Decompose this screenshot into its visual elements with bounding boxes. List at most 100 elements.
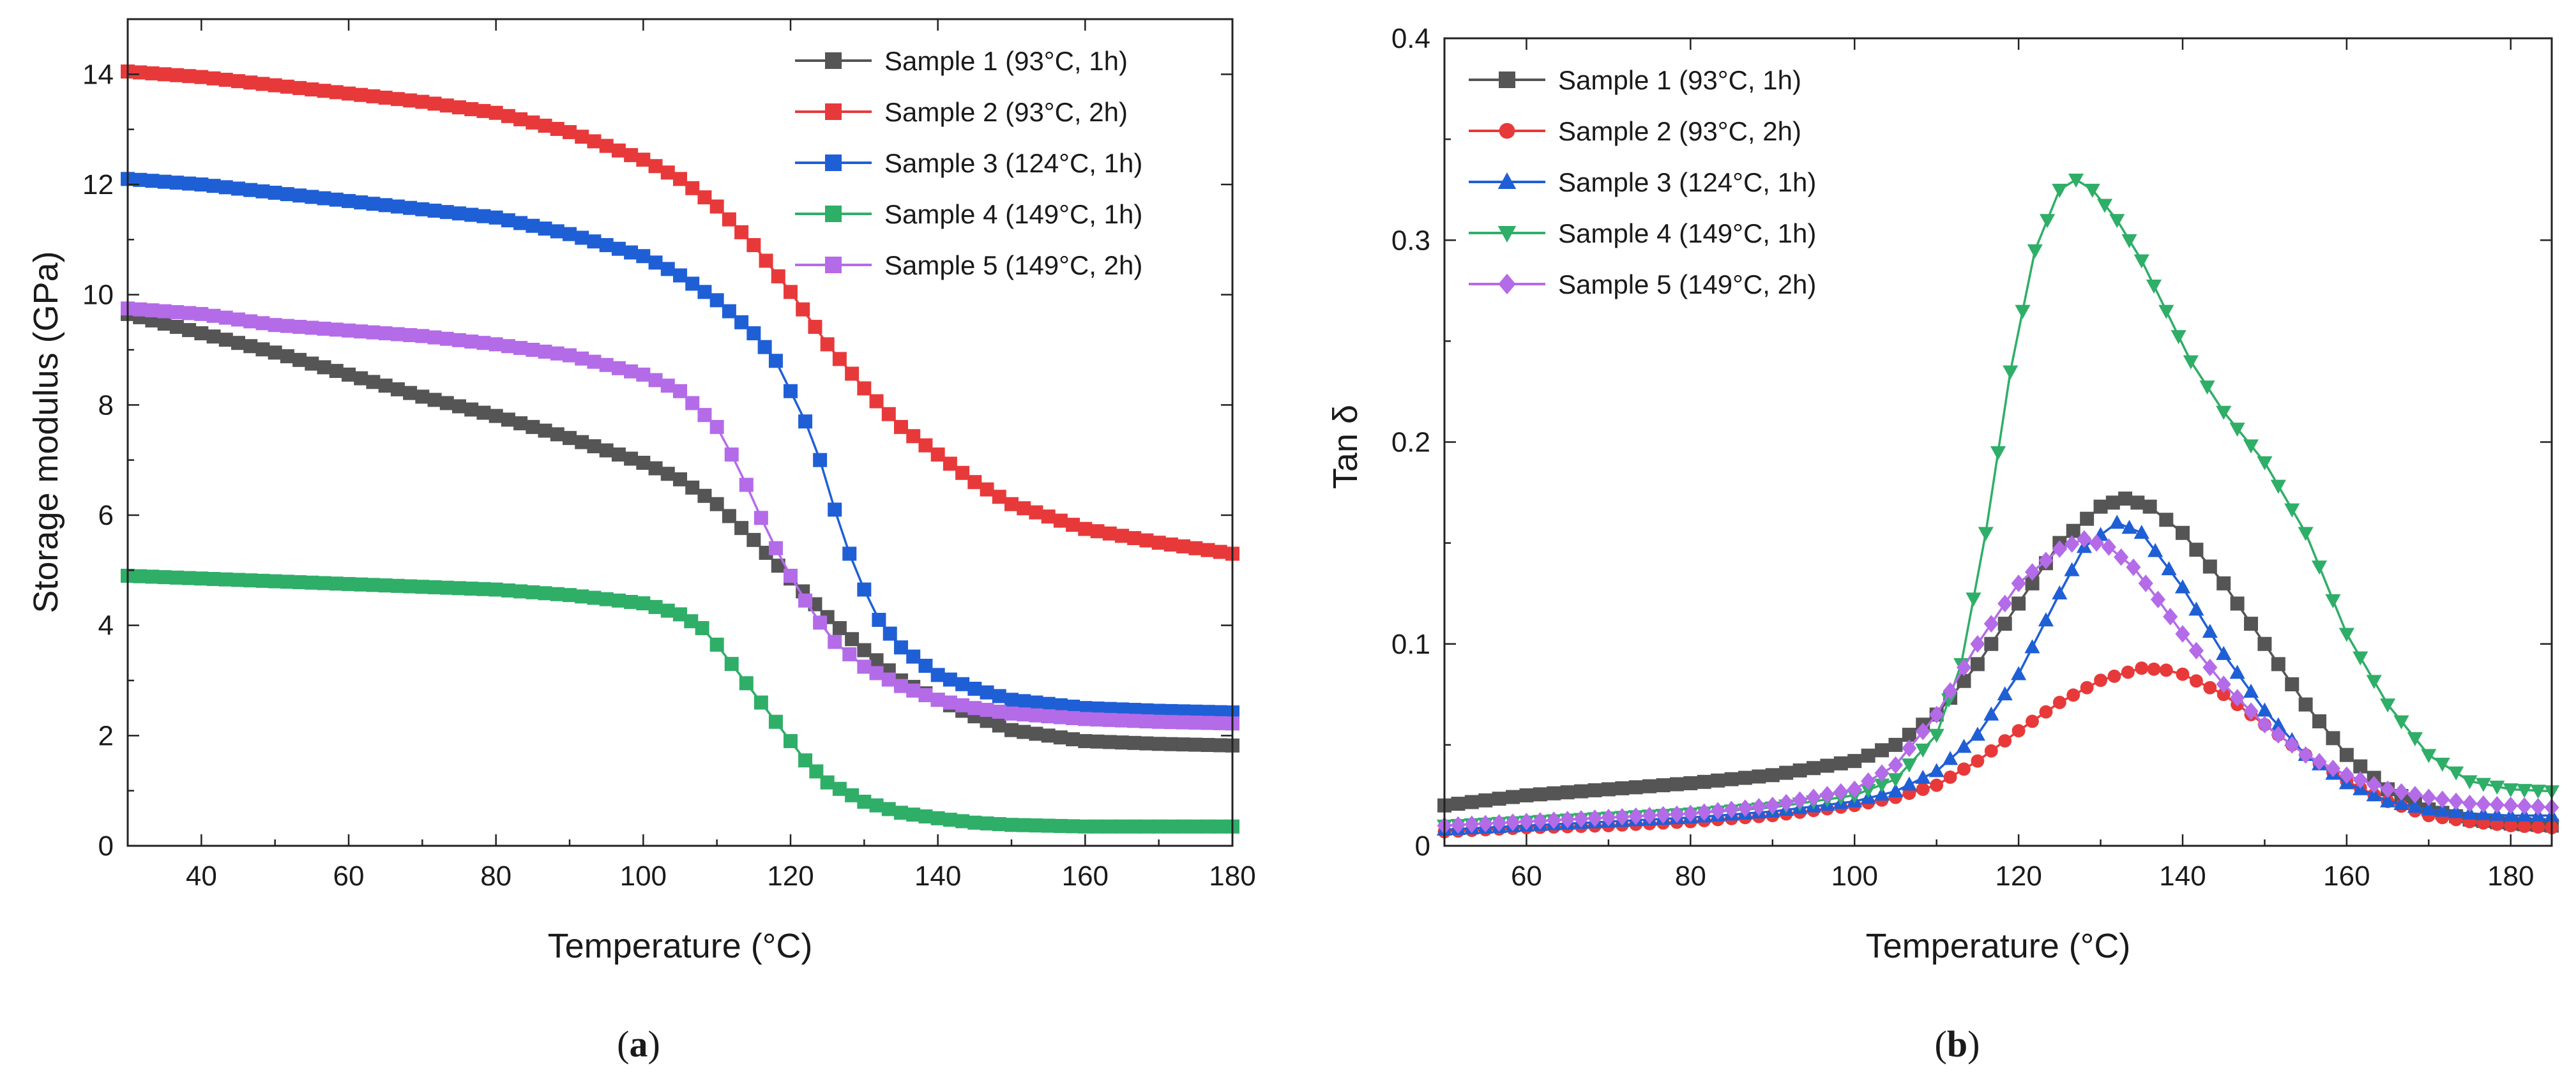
- panel-b-series-sample-1-93-c-1h-point: [1861, 748, 1875, 763]
- panel-b-series-sample-2-93-c-2h-point: [2135, 661, 2149, 675]
- panel-a-series-sample-3-124-c-1h-point: [157, 174, 172, 189]
- panel-b-series-sample-5-149-c-2h-point: [1601, 808, 1616, 827]
- panel-b-series-sample-1-93-c-1h-point: [2326, 731, 2340, 746]
- panel-a-series-sample-2-93-c-2h-point: [255, 77, 270, 91]
- panel-a-series-sample-2-93-c-2h-point: [1041, 509, 1056, 524]
- panel-b-series-sample-3-124-c-1h-point: [2202, 624, 2218, 638]
- panel-a-series-sample-2-93-c-2h-point: [464, 102, 479, 117]
- panel-b-series-sample-5-149-c-2h-point: [1915, 723, 1930, 740]
- panel-a-series-sample-4-149-c-1h-point: [218, 572, 233, 587]
- panel-b-series-sample-4-149-c-1h-point: [2121, 234, 2137, 248]
- panel-a-series-sample-5-149-c-2h-point: [906, 683, 921, 698]
- panel-a-x-tick-label: 40: [186, 860, 217, 892]
- panel-b-series-sample-4-149-c-1h-point: [2109, 214, 2125, 229]
- panel-b-series-sample-2-93-c-2h-point: [2066, 688, 2080, 702]
- panel-a-series-sample-5-149-c-2h-point: [329, 322, 344, 337]
- panel-b-series-sample-5-149-c-2h-point: [1505, 813, 1520, 831]
- panel-b-series-sample-4-149-c-1h-point: [2434, 758, 2450, 772]
- panel-a-series-sample-1-93-c-1h-point: [550, 427, 564, 442]
- panel-a-y-tick-label: 4: [98, 610, 114, 642]
- panel-b-series-sample-1-93-c-1h-point: [1997, 617, 2012, 631]
- panel-a-series-sample-1-93-c-1h-point: [513, 416, 528, 431]
- panel-a-series-sample-4-149-c-1h-point: [157, 570, 172, 585]
- panel-b-series-sample-1-93-c-1h-point: [2189, 543, 2204, 557]
- panel-a-series-sample-3-124-c-1h-point: [1029, 695, 1043, 710]
- panel-a-series-sample-5-149-c-2h-point: [813, 615, 828, 630]
- panel-b-series-sample-3-124-c-1h-point: [2148, 543, 2163, 557]
- panel-a-series-sample-3-124-c-1h-point: [813, 453, 828, 467]
- panel-a-series-sample-5-149-c-2h-point: [354, 324, 368, 339]
- panel-a-y-tick-label: 12: [82, 169, 114, 200]
- panel-a-series-sample-1-93-c-1h-point: [329, 364, 344, 379]
- panel-b-series-sample-5-149-c-2h-point: [1847, 780, 1862, 799]
- panel-b-series-sample-3-124-c-1h-point: [2257, 702, 2273, 717]
- panel-b-y-tick-label: 0.2: [1391, 427, 1430, 458]
- panel-a-series-sample-2-93-c-2h-point: [808, 320, 822, 334]
- panel-a-series-sample-5-149-c-2h-point: [1188, 716, 1203, 730]
- panel-a-series-sample-3-124-c-1h-point: [798, 414, 813, 429]
- panel-b-series-sample-4-149-c-1h-point: [1928, 728, 1944, 743]
- panel-b-series-sample-5-149-c-2h-point: [1519, 813, 1534, 830]
- panel-b-series-sample-5-149-c-2h-point: [2024, 563, 2040, 581]
- panel-a-series-sample-5-149-c-2h-point: [943, 695, 957, 710]
- panel-a-series-sample-2-93-c-2h-point: [967, 475, 982, 490]
- panel-b-x-tick-label: 100: [1831, 860, 1878, 892]
- panel-a-series-sample-4-149-c-1h-point: [1090, 819, 1105, 834]
- panel-a-series-sample-3-124-c-1h-point: [133, 172, 148, 187]
- panel-a-x-axis-title: Temperature (°C): [548, 927, 813, 965]
- panel-a-series-sample-1-93-c-1h-point: [709, 497, 724, 511]
- panel-a-series-sample-4-149-c-1h-point: [452, 581, 466, 596]
- panel-a-series-sample-2-93-c-2h-point: [660, 165, 675, 180]
- panel-b-series-sample-4-149-c-1h-point: [2096, 199, 2113, 213]
- panel-a-series-sample-5-149-c-2h-point: [501, 339, 515, 354]
- panel-b-series-sample-3-124-c-1h-point: [2174, 579, 2191, 594]
- panel-b-series-sample-4-149-c-1h-point: [2407, 732, 2423, 746]
- panel-a-series-sample-3-124-c-1h-point: [894, 640, 908, 655]
- panel-b-legend-marker: [1499, 123, 1515, 139]
- panel-a-series-sample-2-93-c-2h-point: [1139, 533, 1154, 548]
- panel-a-series-sample-4-149-c-1h-point: [906, 808, 921, 822]
- panel-a-series-sample-4-149-c-1h: [121, 568, 1239, 834]
- panel-b-x-axis-title: Temperature (°C): [1866, 927, 2131, 965]
- panel-a-series-sample-5-149-c-2h-point: [611, 361, 626, 375]
- panel-a-series-sample-2-93-c-2h-point: [1163, 537, 1178, 552]
- panel-a-series-sample-4-149-c-1h-point: [489, 582, 503, 597]
- panel-b-series-sample-5-149-c-2h-point: [1806, 788, 1821, 806]
- panel-a-series-sample-1-93-c-1h-point: [157, 316, 172, 331]
- panel-a-series-sample-5-149-c-2h-point: [798, 593, 813, 608]
- panel-a-legend-item: Sample 1 (93°C, 1h): [795, 46, 1128, 76]
- panel-b-series-sample-3-124-c-1h-point: [1901, 776, 1917, 791]
- panel-a-series-sample-3-124-c-1h-point: [599, 237, 614, 252]
- panel-b-series-sample-1-93-c-1h-point: [1833, 756, 1848, 770]
- panel-b-series-sample-1-93-c-1h-point: [1547, 786, 1561, 800]
- panel-a-series-sample-2-93-c-2h-point: [722, 212, 736, 227]
- panel-b-series-sample-1-93-c-1h-point: [2066, 523, 2080, 538]
- panel-a-series-sample-3-124-c-1h-point: [784, 384, 798, 398]
- panel-a-series-sample-4-149-c-1h-point: [403, 579, 418, 594]
- panel-b-series-sample-5-149-c-2h-point: [1888, 756, 1903, 774]
- panel-b-legend-label: Sample 3 (124°C, 1h): [1558, 167, 1816, 197]
- panel-a-series-sample-5-149-c-2h-point: [636, 367, 651, 382]
- panel-a-series-sample-1-93-c-1h-point: [415, 389, 430, 404]
- panel-a-series-sample-5-149-c-2h-point: [526, 343, 540, 357]
- panel-a-series-sample-4-149-c-1h-point: [980, 816, 994, 830]
- panel-a-series-sample-5-149-c-2h-point: [754, 511, 768, 525]
- panel-b-series-sample-3-124-c-1h-point: [2064, 562, 2080, 576]
- panel-a-series-sample-3-124-c-1h-point: [439, 205, 454, 220]
- panel-b-series-sample-2-93-c-2h-point: [2216, 688, 2231, 702]
- panel-a-series-sample-4-149-c-1h-point: [268, 574, 282, 589]
- panel-a-series-sample-2-93-c-2h-point: [378, 91, 393, 105]
- panel-a-series-sample-5-149-c-2h-point: [828, 635, 842, 649]
- panel-a-series-sample-2-93-c-2h-point: [734, 225, 749, 239]
- panel-a-series-sample-2-93-c-2h-point: [624, 147, 639, 162]
- panel-a-series-sample-1-93-c-1h-point: [452, 399, 466, 414]
- panel-a-series-sample-3-124-c-1h-point: [476, 209, 491, 223]
- panel-b-series-sample-1-93-c-1h-point: [1601, 782, 1616, 797]
- panel-b-legend-marker: [1499, 71, 1515, 88]
- panel-b-series-sample-5-149-c-2h-point: [2126, 558, 2141, 576]
- panel-b-series-sample-1-93-c-1h-point: [1451, 797, 1466, 811]
- panel-a-series-sample-4-149-c-1h-point: [695, 620, 709, 635]
- panel-b-series-sample-1-93-c-1h-point: [2202, 559, 2217, 574]
- panel-a-series-sample-2-93-c-2h: [121, 64, 1239, 561]
- panel-a-series-sample-4-149-c-1h-point: [1078, 819, 1093, 834]
